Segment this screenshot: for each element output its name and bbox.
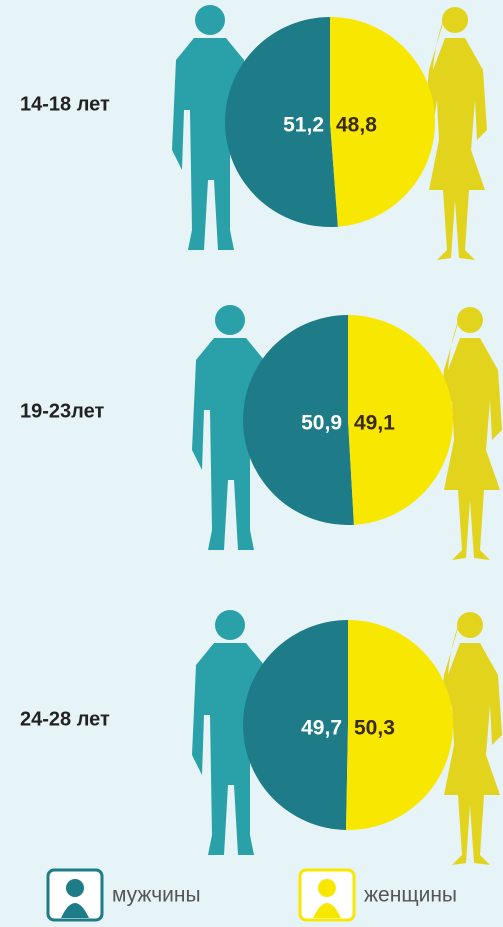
chart-title: 19-23лет [20, 400, 104, 422]
chart-title: 14-18 лет [20, 93, 110, 115]
chart-title: 24-28 лет [20, 708, 110, 730]
value-label: 49,1 [354, 412, 395, 435]
value-label: 50,3 [354, 717, 395, 740]
legend-icon [66, 879, 84, 897]
page: мужчины женщины 14-18 лет 51,2 48,8 19-23лет… [0, 0, 503, 927]
legend-label: женщины [364, 884, 457, 907]
chart: мужчины женщины 14-18 лет 51,2 48,8 19-23лет… [0, 0, 503, 927]
legend-label: мужчины [112, 884, 201, 907]
legend-icon [318, 879, 336, 897]
value-label: 48,8 [336, 114, 377, 137]
value-label: 49,7 [301, 717, 342, 740]
value-label: 51,2 [283, 114, 324, 137]
value-label: 50,9 [301, 412, 342, 435]
